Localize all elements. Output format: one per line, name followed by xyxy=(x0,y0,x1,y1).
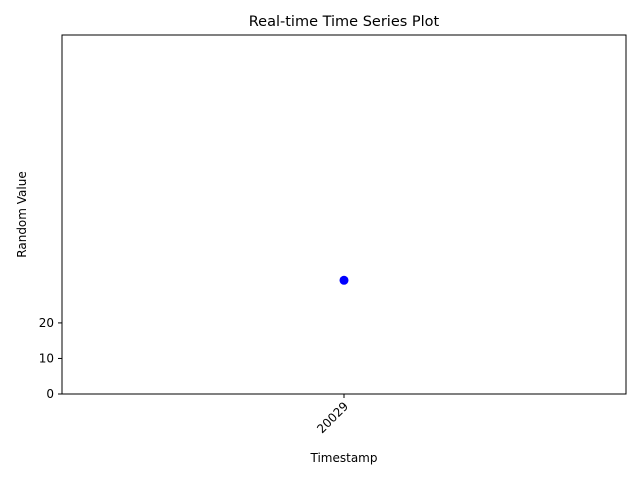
y-tick-label: 0 xyxy=(46,387,54,401)
y-axis-label: Random Value xyxy=(15,171,29,257)
y-axis: 0 10 20 xyxy=(39,316,62,401)
chart-title: Real-time Time Series Plot xyxy=(249,14,440,30)
y-tick-label: 10 xyxy=(39,351,54,365)
data-point xyxy=(339,275,349,285)
x-axis-label: Timestamp xyxy=(310,451,378,465)
data-series xyxy=(339,275,349,285)
y-tick-label: 20 xyxy=(39,316,54,330)
